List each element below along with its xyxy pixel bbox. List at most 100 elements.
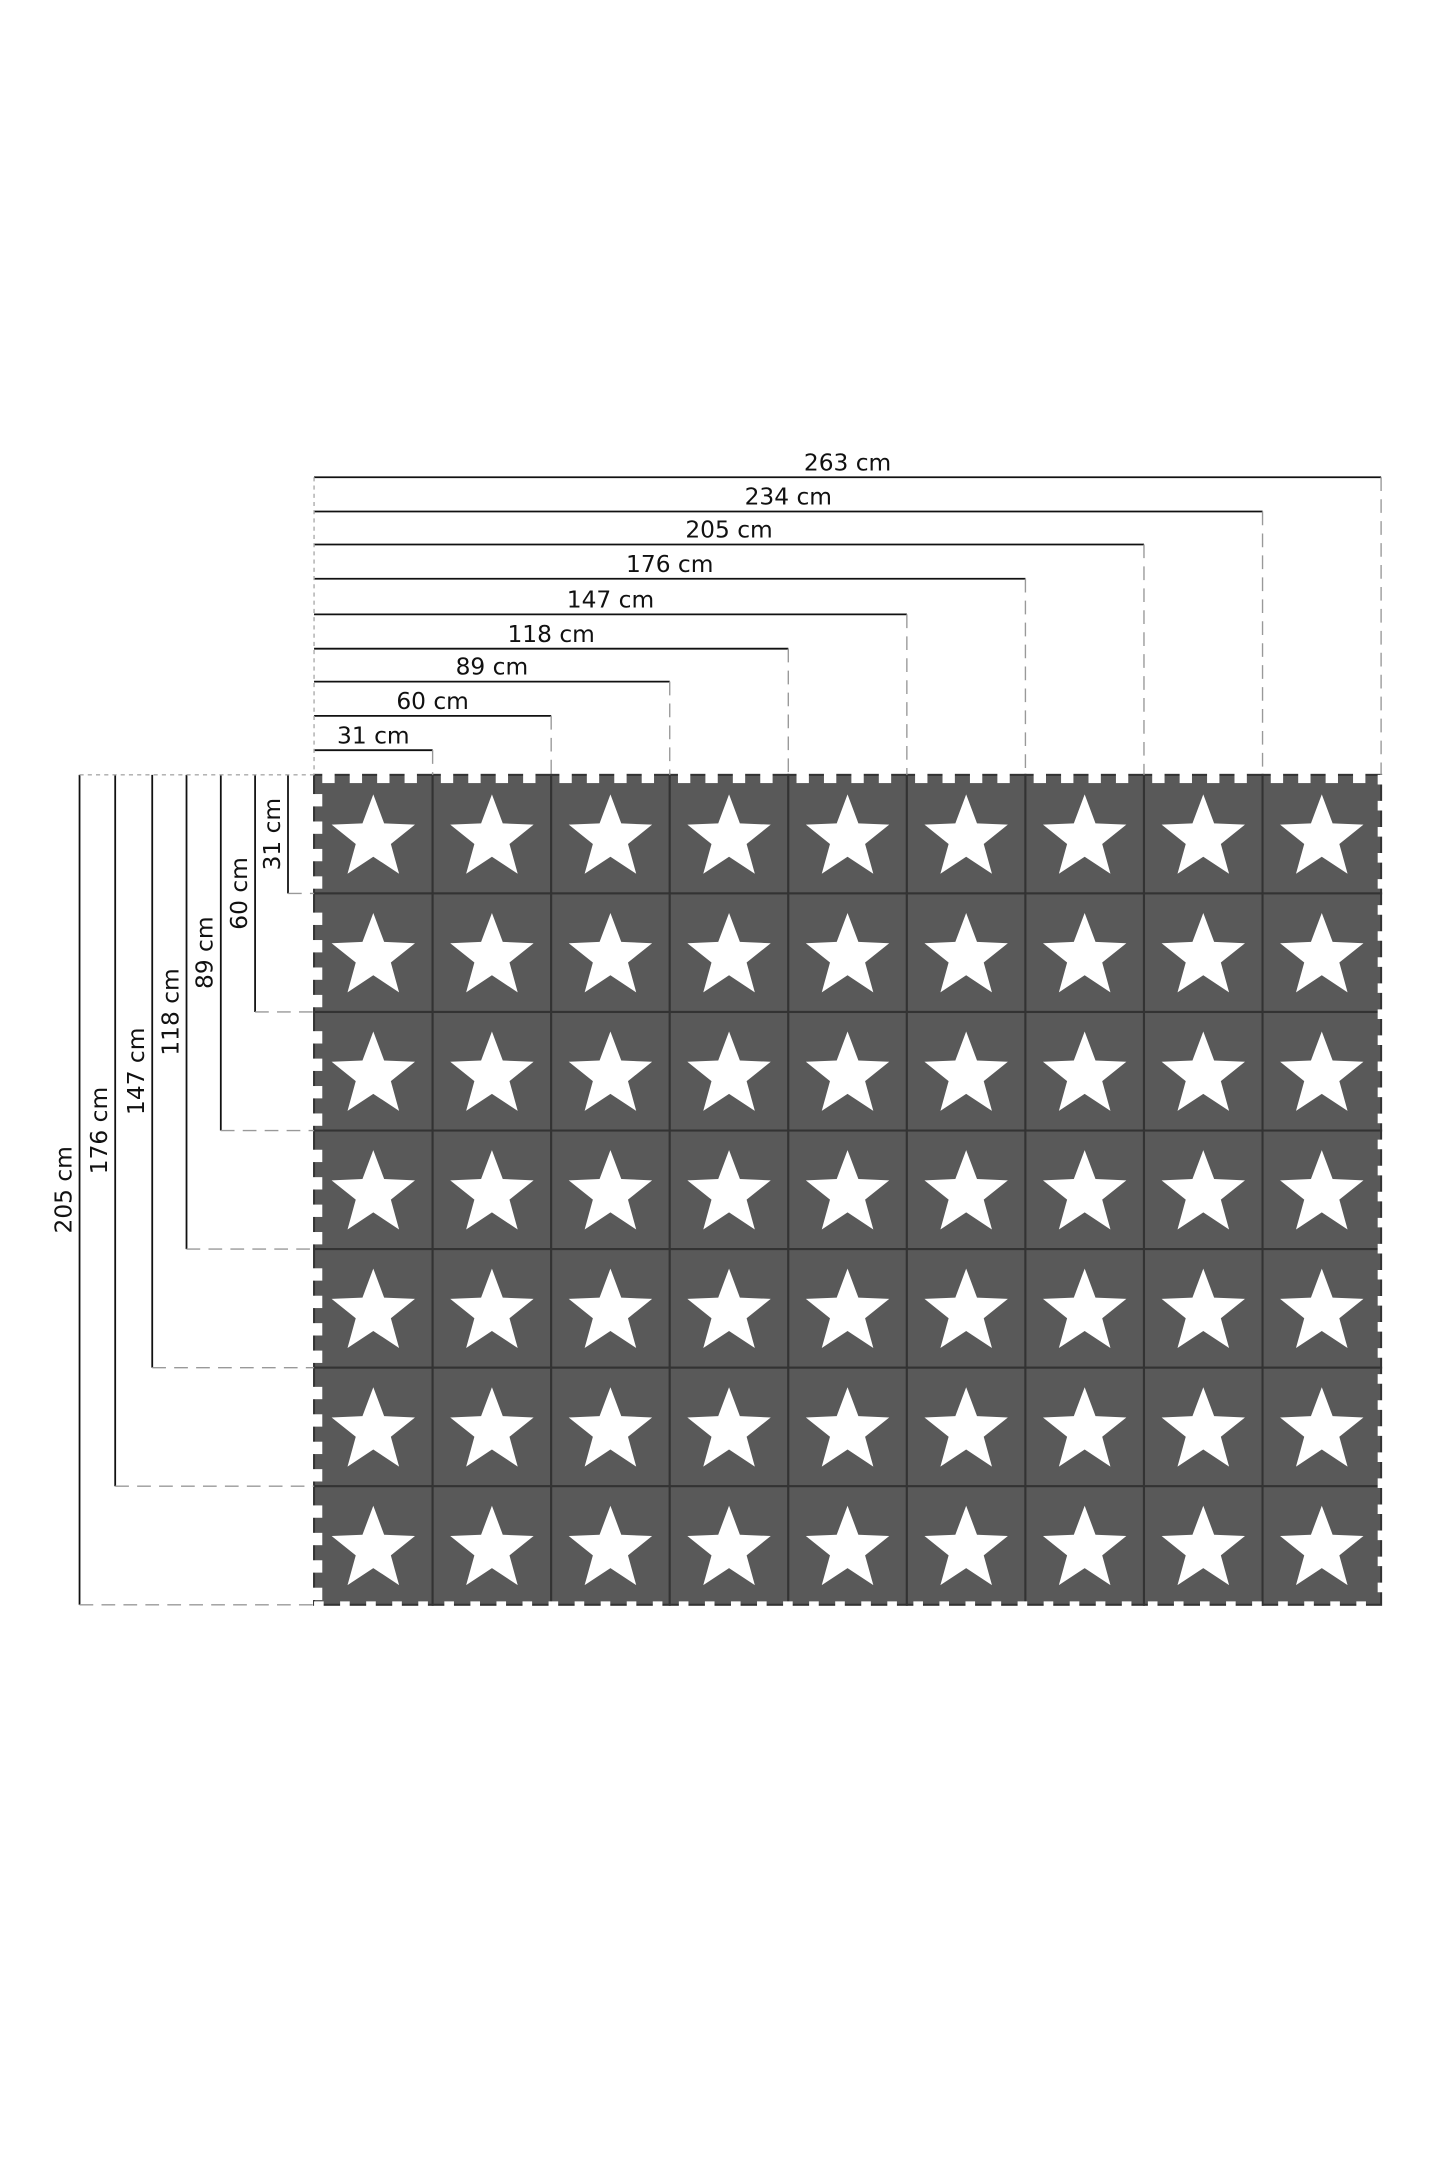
mat-tile bbox=[905, 1129, 1027, 1251]
star-icon bbox=[924, 1150, 1008, 1230]
mat-tile bbox=[905, 1366, 1027, 1488]
mat-tile bbox=[905, 1248, 1027, 1369]
star-icon bbox=[1280, 1387, 1364, 1467]
star-icon bbox=[331, 1387, 415, 1467]
mat-tile bbox=[1261, 1010, 1383, 1132]
edge-notch bbox=[732, 773, 746, 784]
mat-tile bbox=[431, 1129, 553, 1251]
edge-notch bbox=[705, 773, 718, 784]
edge-notch bbox=[312, 994, 323, 1008]
star-icon bbox=[1042, 794, 1127, 874]
edge-notch bbox=[349, 773, 363, 784]
edge-notch bbox=[312, 1587, 323, 1601]
star-icon bbox=[805, 1031, 890, 1111]
mat-tile bbox=[431, 1485, 553, 1606]
star-icon bbox=[924, 1268, 1008, 1348]
edge-notch bbox=[312, 1505, 323, 1518]
mat-tile bbox=[313, 892, 434, 1014]
mat-tile bbox=[550, 773, 671, 895]
star-icon bbox=[331, 1505, 415, 1586]
star-icon bbox=[450, 1150, 534, 1230]
mat-tile bbox=[1261, 773, 1383, 895]
star-icon bbox=[331, 1268, 415, 1348]
mat-tile bbox=[1261, 892, 1383, 1014]
edge-notch bbox=[312, 912, 323, 925]
edge-notch bbox=[823, 773, 837, 784]
star-icon bbox=[331, 1150, 415, 1230]
mat-tile bbox=[550, 1485, 671, 1606]
mat-tile bbox=[313, 773, 434, 895]
edge-notch bbox=[586, 773, 600, 784]
star-icon bbox=[331, 1031, 415, 1111]
mat-tile bbox=[550, 1366, 671, 1488]
height-dimension-label: 89 cm bbox=[192, 916, 219, 989]
mat-tile bbox=[1024, 1010, 1146, 1132]
mat-tile bbox=[431, 1366, 553, 1488]
star-icon bbox=[568, 1268, 653, 1348]
height-dimension-label: 147 cm bbox=[123, 1028, 150, 1115]
mat-tile bbox=[787, 1366, 908, 1488]
star-icon bbox=[1280, 1268, 1364, 1348]
edge-notch bbox=[312, 1414, 323, 1427]
width-dimension-label: 89 cm bbox=[456, 654, 529, 681]
star-icon bbox=[1161, 912, 1245, 993]
star-icon bbox=[568, 794, 653, 874]
edge-notch bbox=[915, 773, 928, 784]
star-icon bbox=[1280, 1031, 1364, 1111]
mat-tile bbox=[550, 892, 671, 1014]
mat-tile bbox=[1024, 1485, 1146, 1606]
mat-tile bbox=[431, 1248, 553, 1369]
star-icon bbox=[805, 1387, 890, 1467]
star-icon bbox=[1042, 912, 1127, 993]
star-icon bbox=[924, 1031, 1008, 1111]
star-icon bbox=[687, 1387, 771, 1467]
star-icon bbox=[1280, 794, 1364, 874]
star-icon bbox=[1042, 1387, 1127, 1467]
star-icon bbox=[450, 794, 534, 874]
edge-notch bbox=[1207, 773, 1220, 784]
edge-notch bbox=[404, 773, 417, 784]
mat-tile bbox=[1142, 1010, 1264, 1132]
edge-notch bbox=[559, 773, 572, 784]
edge-notch bbox=[760, 773, 773, 784]
star-icon bbox=[1161, 1031, 1245, 1111]
edge-notch bbox=[312, 1350, 323, 1363]
star-icon bbox=[1280, 1505, 1364, 1586]
edge-notch bbox=[312, 940, 323, 953]
edge-notch bbox=[1270, 773, 1284, 784]
star-icon bbox=[1161, 1505, 1245, 1586]
height-dimension-label: 205 cm bbox=[50, 1146, 77, 1233]
mat-tile bbox=[787, 1485, 908, 1606]
mat-tile bbox=[431, 892, 553, 1014]
edge-notch bbox=[1179, 773, 1192, 784]
mat-tile bbox=[905, 1485, 1027, 1606]
mat-tile bbox=[668, 1010, 790, 1132]
edge-notch bbox=[468, 773, 481, 784]
star-icon bbox=[924, 794, 1008, 874]
star-icon bbox=[924, 1505, 1008, 1586]
star-icon bbox=[1280, 912, 1364, 993]
mat-tile bbox=[313, 1485, 434, 1606]
star-icon bbox=[568, 1150, 653, 1230]
width-dimension-label: 176 cm bbox=[626, 551, 713, 578]
mat-tile bbox=[431, 1010, 553, 1132]
star-icon bbox=[805, 794, 890, 874]
edge-notch bbox=[312, 794, 323, 807]
star-icon bbox=[687, 1505, 771, 1586]
mat-tile bbox=[668, 1485, 790, 1606]
mat-tile bbox=[905, 892, 1027, 1014]
star-icon bbox=[450, 912, 534, 993]
star-icon bbox=[687, 1150, 771, 1230]
edge-notch bbox=[942, 773, 955, 784]
star-icon bbox=[687, 1031, 771, 1111]
edge-notch bbox=[1353, 773, 1366, 784]
mat-tile bbox=[1024, 1248, 1146, 1369]
edge-notch bbox=[677, 773, 691, 784]
mat-tile bbox=[787, 1248, 908, 1369]
edge-notch bbox=[377, 773, 390, 784]
star-icon bbox=[1161, 794, 1245, 874]
edge-notch bbox=[312, 1323, 323, 1336]
edge-notch bbox=[312, 1441, 323, 1455]
edge-notch bbox=[312, 1149, 323, 1163]
